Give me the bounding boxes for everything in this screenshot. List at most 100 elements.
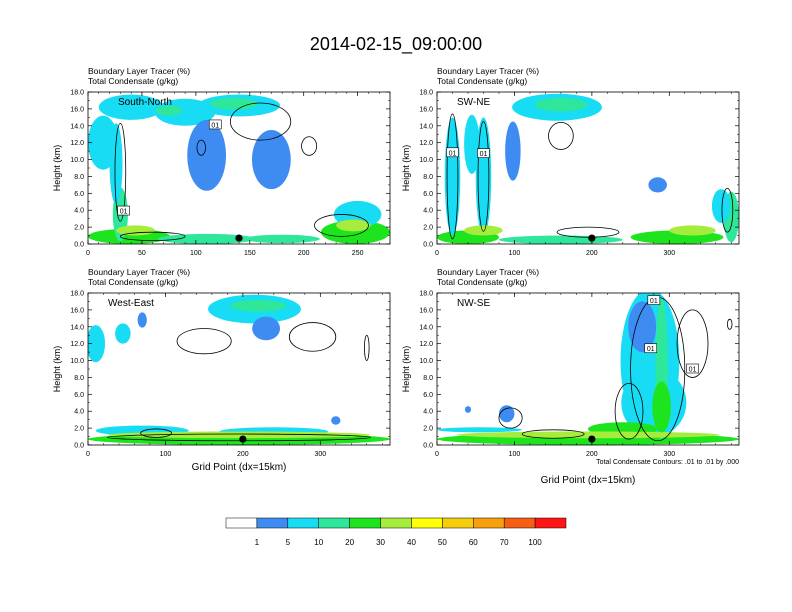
tracer-blob — [98, 94, 164, 120]
tracer-blob — [652, 381, 671, 433]
colorbar-label: 100 — [528, 538, 542, 547]
y-tick-label: 4.0 — [423, 409, 433, 416]
section-label: West-East — [108, 298, 154, 309]
y-tick-label: 12.0 — [419, 341, 433, 348]
tracer-blob — [534, 97, 588, 112]
contour-line — [176, 328, 232, 355]
x-tick-label: 0 — [86, 451, 90, 458]
location-marker — [588, 435, 596, 443]
y-axis-label: Height (km) — [401, 346, 411, 393]
tracer-blob — [437, 427, 523, 433]
section-label: South-North — [118, 97, 172, 108]
panels: 01 01 0.0 2.0 4.0 6.0 8.0 10.0 12.0 14.0 16.0 18.0 0… — [52, 66, 740, 458]
tracer-blob — [336, 219, 371, 232]
contour-label: 01 — [480, 151, 488, 158]
y-tick-label: 8.0 — [423, 375, 433, 382]
colorbar-swatch — [473, 517, 505, 529]
location-marker — [588, 234, 596, 242]
colorbar-swatch — [534, 517, 567, 529]
colorbar-label: 60 — [469, 538, 478, 547]
y-axis-label: Height (km) — [401, 145, 411, 192]
x-tick-label: 200 — [586, 451, 598, 458]
x-tick-label: 200 — [586, 250, 598, 257]
contour-label-box — [446, 147, 459, 158]
y-tick-label: 10.0 — [70, 358, 84, 365]
y-tick-label: 16.0 — [70, 307, 84, 314]
x-axis-label: Grid Point (dx=15km) — [541, 475, 636, 486]
y-tick-label: 18.0 — [419, 291, 433, 298]
y-tick-label: 0.0 — [423, 242, 433, 249]
x-tick-label: 100 — [509, 250, 521, 257]
colorbar-swatch — [380, 517, 412, 529]
colorbar-swatch — [225, 517, 258, 529]
contour-line — [364, 334, 370, 361]
y-tick-label: 14.0 — [419, 123, 433, 130]
contour-line — [556, 226, 620, 238]
contour-label: 01 — [120, 209, 128, 216]
tracer-blob — [464, 114, 480, 174]
colorbar-label: 70 — [500, 538, 509, 547]
tracer-blob — [505, 121, 521, 181]
tracer-blob — [137, 312, 147, 328]
y-tick-label: 8.0 — [423, 174, 433, 181]
condensate-contours — [498, 296, 733, 442]
tracer-blob — [648, 177, 667, 193]
tracer-blob — [158, 233, 256, 244]
contour-line — [140, 428, 173, 438]
contour-info: Total Condensate Contours: .01 to .01 by… — [596, 459, 739, 466]
contour-field-label: Total Condensate (g/kg) — [88, 76, 178, 86]
tracer-blob — [209, 97, 258, 110]
y-tick-label: 2.0 — [423, 426, 433, 433]
colorbar-swatch — [256, 517, 289, 529]
contour-line — [548, 122, 574, 150]
y-tick-label: 16.0 — [419, 106, 433, 113]
tracer-blob — [331, 416, 341, 425]
x-tick-label: 300 — [314, 451, 326, 458]
contour-label: 01 — [449, 150, 457, 157]
colorbar-label: 1 — [255, 538, 260, 547]
y-tick-label: 4.0 — [74, 409, 84, 416]
condensate-contours — [106, 322, 372, 442]
y-tick-label: 6.0 — [74, 191, 84, 198]
y-tick-label: 4.0 — [74, 208, 84, 215]
x-tick-label: 200 — [298, 250, 310, 257]
y-tick-label: 0.0 — [74, 443, 84, 450]
location-marker — [235, 234, 243, 242]
contour-field-label: Total Condensate (g/kg) — [88, 277, 178, 287]
contour-line — [721, 187, 734, 233]
condensate-contours — [446, 113, 734, 240]
section-label: SW-NE — [457, 97, 490, 108]
section-label: NW-SE — [457, 298, 490, 309]
y-tick-label: 0.0 — [423, 443, 433, 450]
colorbar-label: 5 — [286, 538, 291, 547]
y-tick-label: 2.0 — [74, 426, 84, 433]
y-tick-label: 18.0 — [70, 90, 84, 97]
x-tick-label: 300 — [663, 451, 675, 458]
tracer-blob — [88, 325, 106, 363]
colorbar-label: 30 — [376, 538, 385, 547]
x-tick-label: 300 — [663, 250, 675, 257]
x-axis-label: Grid Point (dx=15km) — [192, 462, 287, 473]
y-tick-label: 6.0 — [423, 191, 433, 198]
tracer-blob — [444, 117, 461, 236]
tracer-blob — [628, 301, 657, 353]
colorbar-swatch — [411, 517, 443, 529]
colorbar-label: 50 — [438, 538, 447, 547]
contour-label-box — [117, 205, 130, 216]
y-tick-label: 2.0 — [74, 225, 84, 232]
contour-line — [676, 309, 709, 378]
tracer-blob — [475, 117, 492, 236]
condensate-contours — [114, 102, 369, 242]
tracer-blob — [155, 105, 182, 116]
tracer-blob — [116, 225, 155, 236]
contour-line — [614, 382, 644, 440]
x-tick-label: 50 — [138, 250, 146, 257]
colorbar-swatch — [503, 517, 536, 529]
y-tick-label: 16.0 — [419, 307, 433, 314]
y-axis-label: Height (km) — [52, 145, 62, 192]
contour-label-box — [644, 343, 658, 354]
location-marker — [239, 435, 247, 443]
contour-label: 01 — [211, 122, 219, 129]
tracer-blob — [230, 299, 287, 312]
